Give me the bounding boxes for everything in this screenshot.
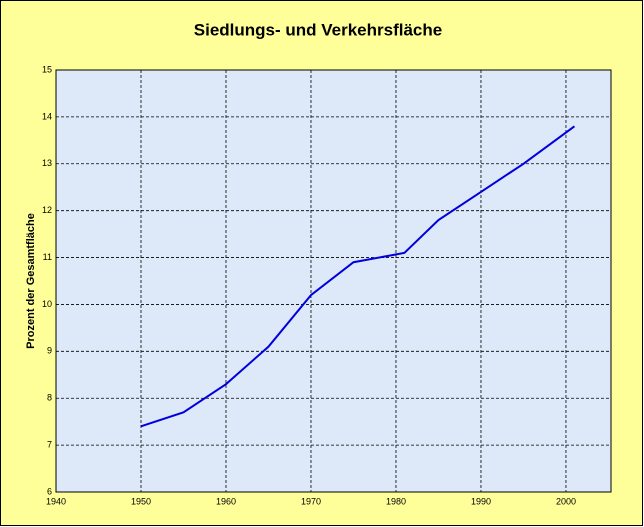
plot-area bbox=[55, 69, 612, 493]
y-tick-label: 13 bbox=[42, 158, 52, 168]
y-tick-label: 15 bbox=[42, 64, 52, 74]
x-tick-label: 1980 bbox=[386, 496, 406, 506]
y-tick-label: 8 bbox=[47, 393, 52, 403]
plot-frame bbox=[55, 69, 612, 493]
x-tick-label: 1940 bbox=[46, 496, 66, 506]
y-tick-label: 10 bbox=[42, 299, 52, 309]
y-tick-label: 7 bbox=[47, 439, 52, 449]
y-tick-label: 14 bbox=[42, 111, 52, 121]
x-tick-label: 1990 bbox=[471, 496, 491, 506]
data-line bbox=[140, 125, 576, 428]
y-axis-label: Prozent der Gesamtfläche bbox=[25, 213, 37, 349]
x-tick-label: 1950 bbox=[131, 496, 151, 506]
y-tick-label: 9 bbox=[47, 346, 52, 356]
y-tick-label: 6 bbox=[47, 486, 52, 496]
chart-title: Siedlungs- und Verkehrsfläche bbox=[194, 20, 442, 39]
y-tick-label: 12 bbox=[42, 205, 52, 215]
x-tick-label: 1960 bbox=[216, 496, 236, 506]
x-tick-label: 1970 bbox=[301, 496, 321, 506]
y-tick-label: 11 bbox=[43, 252, 52, 262]
x-tick-label: 2000 bbox=[556, 496, 576, 506]
